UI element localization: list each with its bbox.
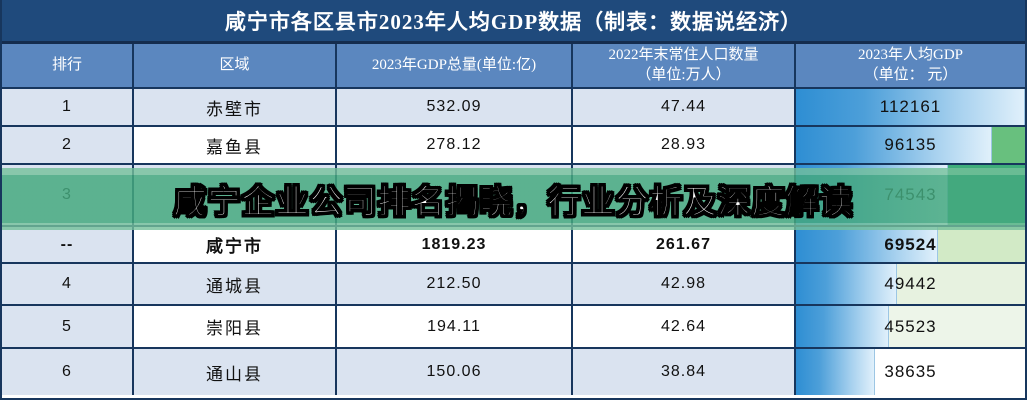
promo-banner-overlay: 咸宁企业公司排名揭晓，行业分析及深度解读 (2, 168, 1025, 230)
table-row: 2 嘉鱼县 278.12 28.93 96135 (2, 127, 1025, 165)
column-header-per-capita-gdp: 2023年人均GDP （单位： 元） (857, 47, 963, 83)
gdp-total-cell: 1819.23 (337, 227, 573, 262)
page-title: 咸宁市各区县市2023年人均GDP数据（制表：数据说经济） (224, 9, 803, 34)
rank-cell: 1 (2, 89, 134, 125)
table-row: 4 通城县 212.50 42.98 49442 (2, 264, 1025, 306)
population-cell: 42.98 (573, 264, 796, 304)
per-capita-gdp-value: 112161 (879, 97, 942, 116)
population-cell: 47.44 (573, 89, 796, 125)
data-bar (796, 264, 897, 304)
region-cell: 通山县 (134, 349, 337, 395)
gdp-total-cell: 532.09 (337, 89, 573, 125)
population-cell: 38.84 (573, 349, 796, 395)
table-row: -- 咸宁市 1819.23 261.67 69524 (2, 227, 1025, 264)
per-capita-gdp-cell: 49442 (796, 264, 1025, 304)
rank-cell: 4 (2, 264, 134, 304)
rank-cell: 6 (2, 349, 134, 395)
population-cell: 261.67 (573, 227, 796, 262)
table-row: 1 赤壁市 532.09 47.44 112161 (2, 89, 1025, 127)
table-title-bar: 咸宁市各区县市2023年人均GDP数据（制表：数据说经济） (2, 0, 1025, 44)
region-cell: 咸宁市 (134, 227, 337, 262)
rank-cell: 2 (2, 127, 134, 163)
gdp-total-cell: 212.50 (337, 264, 573, 304)
table-body: 1 赤壁市 532.09 47.44 112161 2 嘉鱼县 278.12 28.93 9613… (2, 89, 1025, 395)
per-capita-gdp-value: 45523 (884, 316, 937, 336)
table-header-row: 排行 区域 2023年GDP总量(单位:亿) 2022年末常住人口数量 （单位:… (2, 44, 1025, 89)
per-capita-gdp-cell: 69524 (796, 227, 1025, 262)
rank-cell: 5 (2, 306, 134, 347)
per-capita-gdp-cell: 96135 (796, 127, 1025, 163)
per-capita-gdp-value: 96135 (884, 135, 937, 154)
per-capita-gdp-value: 38635 (884, 362, 937, 381)
region-cell: 赤壁市 (134, 89, 337, 125)
per-capita-gdp-value: 49442 (884, 274, 937, 293)
gdp-total-cell: 194.11 (337, 306, 573, 347)
per-capita-gdp-cell: 112161 (796, 89, 1025, 125)
data-bar (796, 227, 938, 262)
population-cell: 28.93 (573, 127, 796, 163)
rank-cell: -- (2, 227, 134, 262)
column-header-gdp-total: 2023年GDP总量(单位:亿) (337, 44, 573, 87)
gdp-total-cell: 150.06 (337, 349, 573, 395)
column-header-rank: 排行 (2, 44, 134, 87)
gdp-total-cell: 278.12 (337, 127, 573, 163)
column-header-population: 2022年末常住人口数量 （单位:万人） (573, 44, 796, 87)
table-row: 5 崇阳县 194.11 42.64 45523 (2, 306, 1025, 349)
per-capita-gdp-cell: 45523 (796, 306, 1025, 347)
column-header-region: 区域 (134, 44, 337, 87)
promo-banner-text: 咸宁企业公司排名揭晓，行业分析及深度解读 (173, 183, 854, 221)
table-row: 6 通山县 150.06 38.84 38635 (2, 349, 1025, 395)
data-bar (796, 127, 993, 163)
region-cell: 通城县 (134, 264, 337, 304)
per-capita-gdp-value: 69524 (884, 234, 937, 254)
region-cell: 嘉鱼县 (134, 127, 337, 163)
population-cell: 42.64 (573, 306, 796, 347)
data-bar (796, 349, 875, 395)
data-bar (796, 306, 889, 347)
per-capita-gdp-cell: 38635 (796, 349, 1025, 395)
region-cell: 崇阳县 (134, 306, 337, 347)
data-bar (796, 89, 1025, 125)
